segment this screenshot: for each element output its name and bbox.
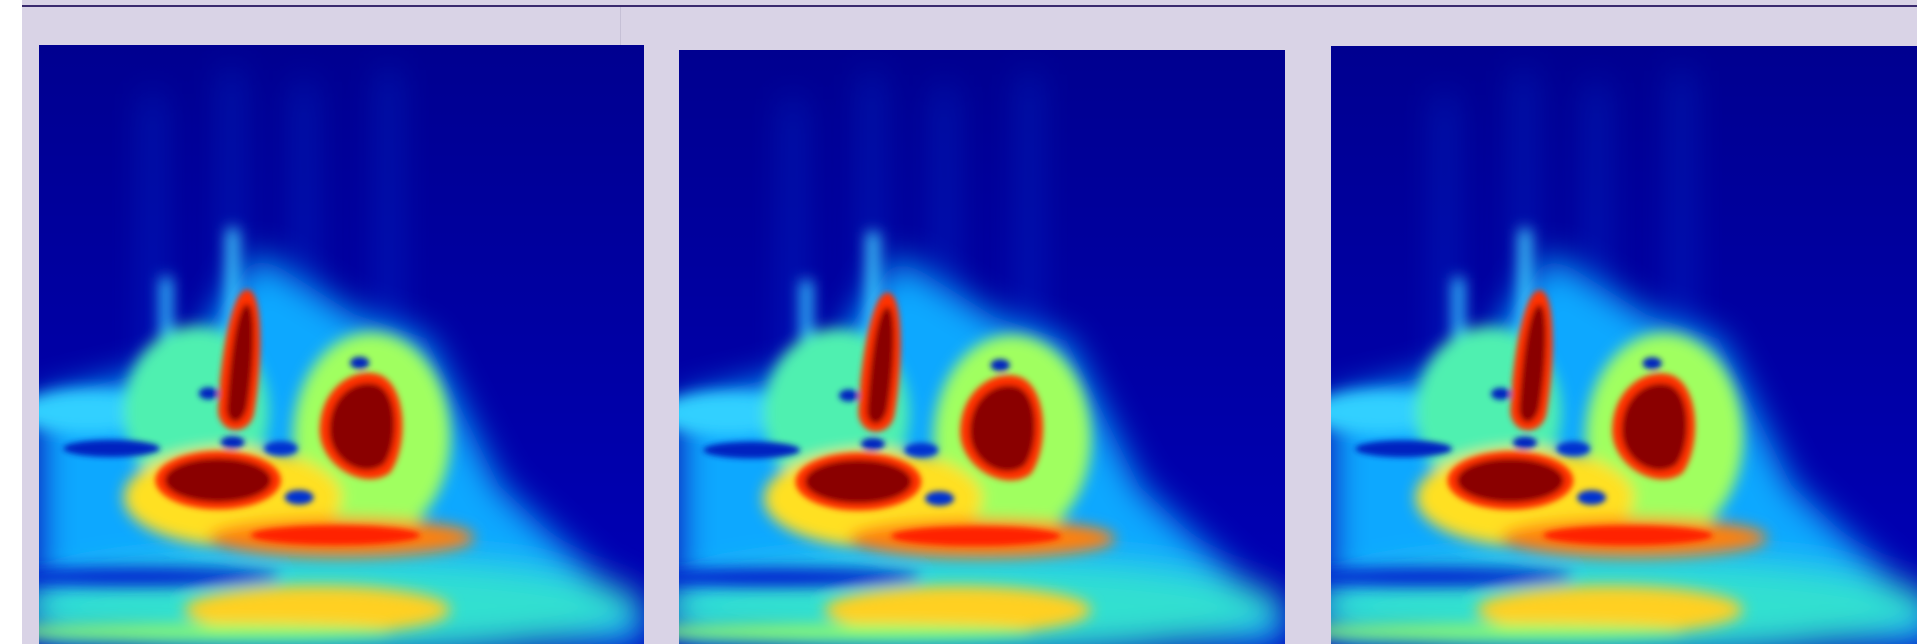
- top-border: [22, 5, 1917, 7]
- scalogram-image: [679, 50, 1285, 644]
- scalogram-image: [39, 45, 644, 644]
- divider: [620, 7, 621, 45]
- screenshot: [0, 0, 1917, 644]
- scalogram-image: [1331, 46, 1917, 644]
